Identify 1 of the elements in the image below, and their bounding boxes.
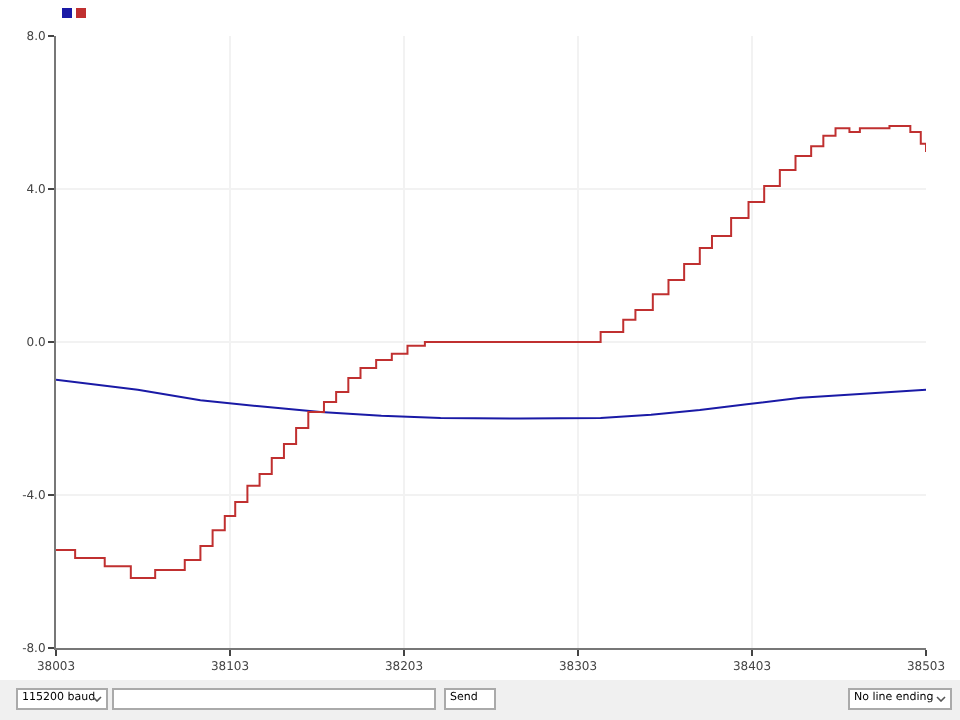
line-series bbox=[56, 378, 926, 420]
